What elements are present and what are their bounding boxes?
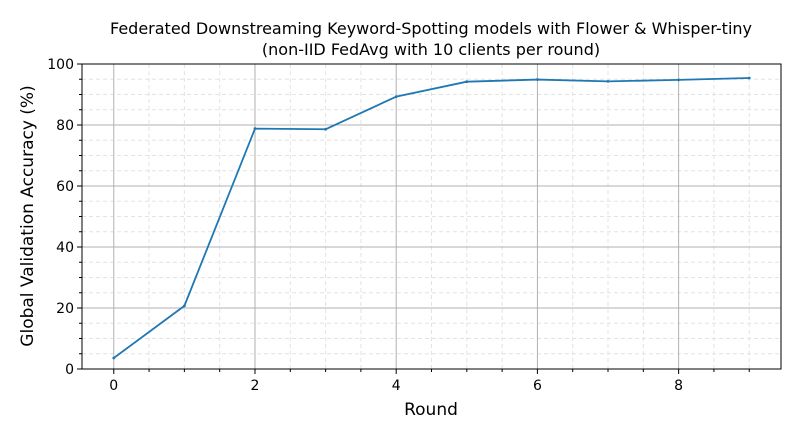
x-tick-label: 8 <box>674 378 683 394</box>
x-axis-label: Round <box>404 400 458 420</box>
y-axis-ticks: 0 20 40 60 80 100 <box>47 57 82 378</box>
series-line <box>113 77 750 359</box>
y-tick-label: 0 <box>65 362 74 378</box>
y-tick-label: 40 <box>56 240 74 256</box>
chart-title: Federated Downstreaming Keyword-Spotting… <box>110 19 752 38</box>
data-point <box>112 356 116 360</box>
data-point <box>324 127 327 131</box>
y-axis-label: Global Validation Accuracy (%) <box>18 85 38 346</box>
series-layer <box>112 76 751 360</box>
x-tick-label: 6 <box>533 378 542 394</box>
y-tick-label: 100 <box>47 57 74 73</box>
data-point <box>677 78 681 82</box>
data-point <box>253 127 257 131</box>
y-tick-label: 20 <box>56 301 74 317</box>
x-tick-label: 0 <box>109 378 118 394</box>
x-tick-label: 2 <box>251 378 260 394</box>
minor-grid <box>82 64 781 369</box>
chart-subtitle: (non-IID FedAvg with 10 clients per roun… <box>262 40 600 59</box>
data-point <box>465 80 469 84</box>
data-point <box>747 76 751 80</box>
data-point <box>182 304 186 308</box>
data-point <box>606 79 610 83</box>
x-tick-label: 4 <box>392 378 401 394</box>
y-tick-label: 80 <box>56 118 74 134</box>
x-axis-ticks: 0 2 4 6 8 <box>109 369 750 394</box>
data-point <box>394 95 398 99</box>
y-tick-label: 60 <box>56 179 74 195</box>
data-point <box>536 78 539 81</box>
